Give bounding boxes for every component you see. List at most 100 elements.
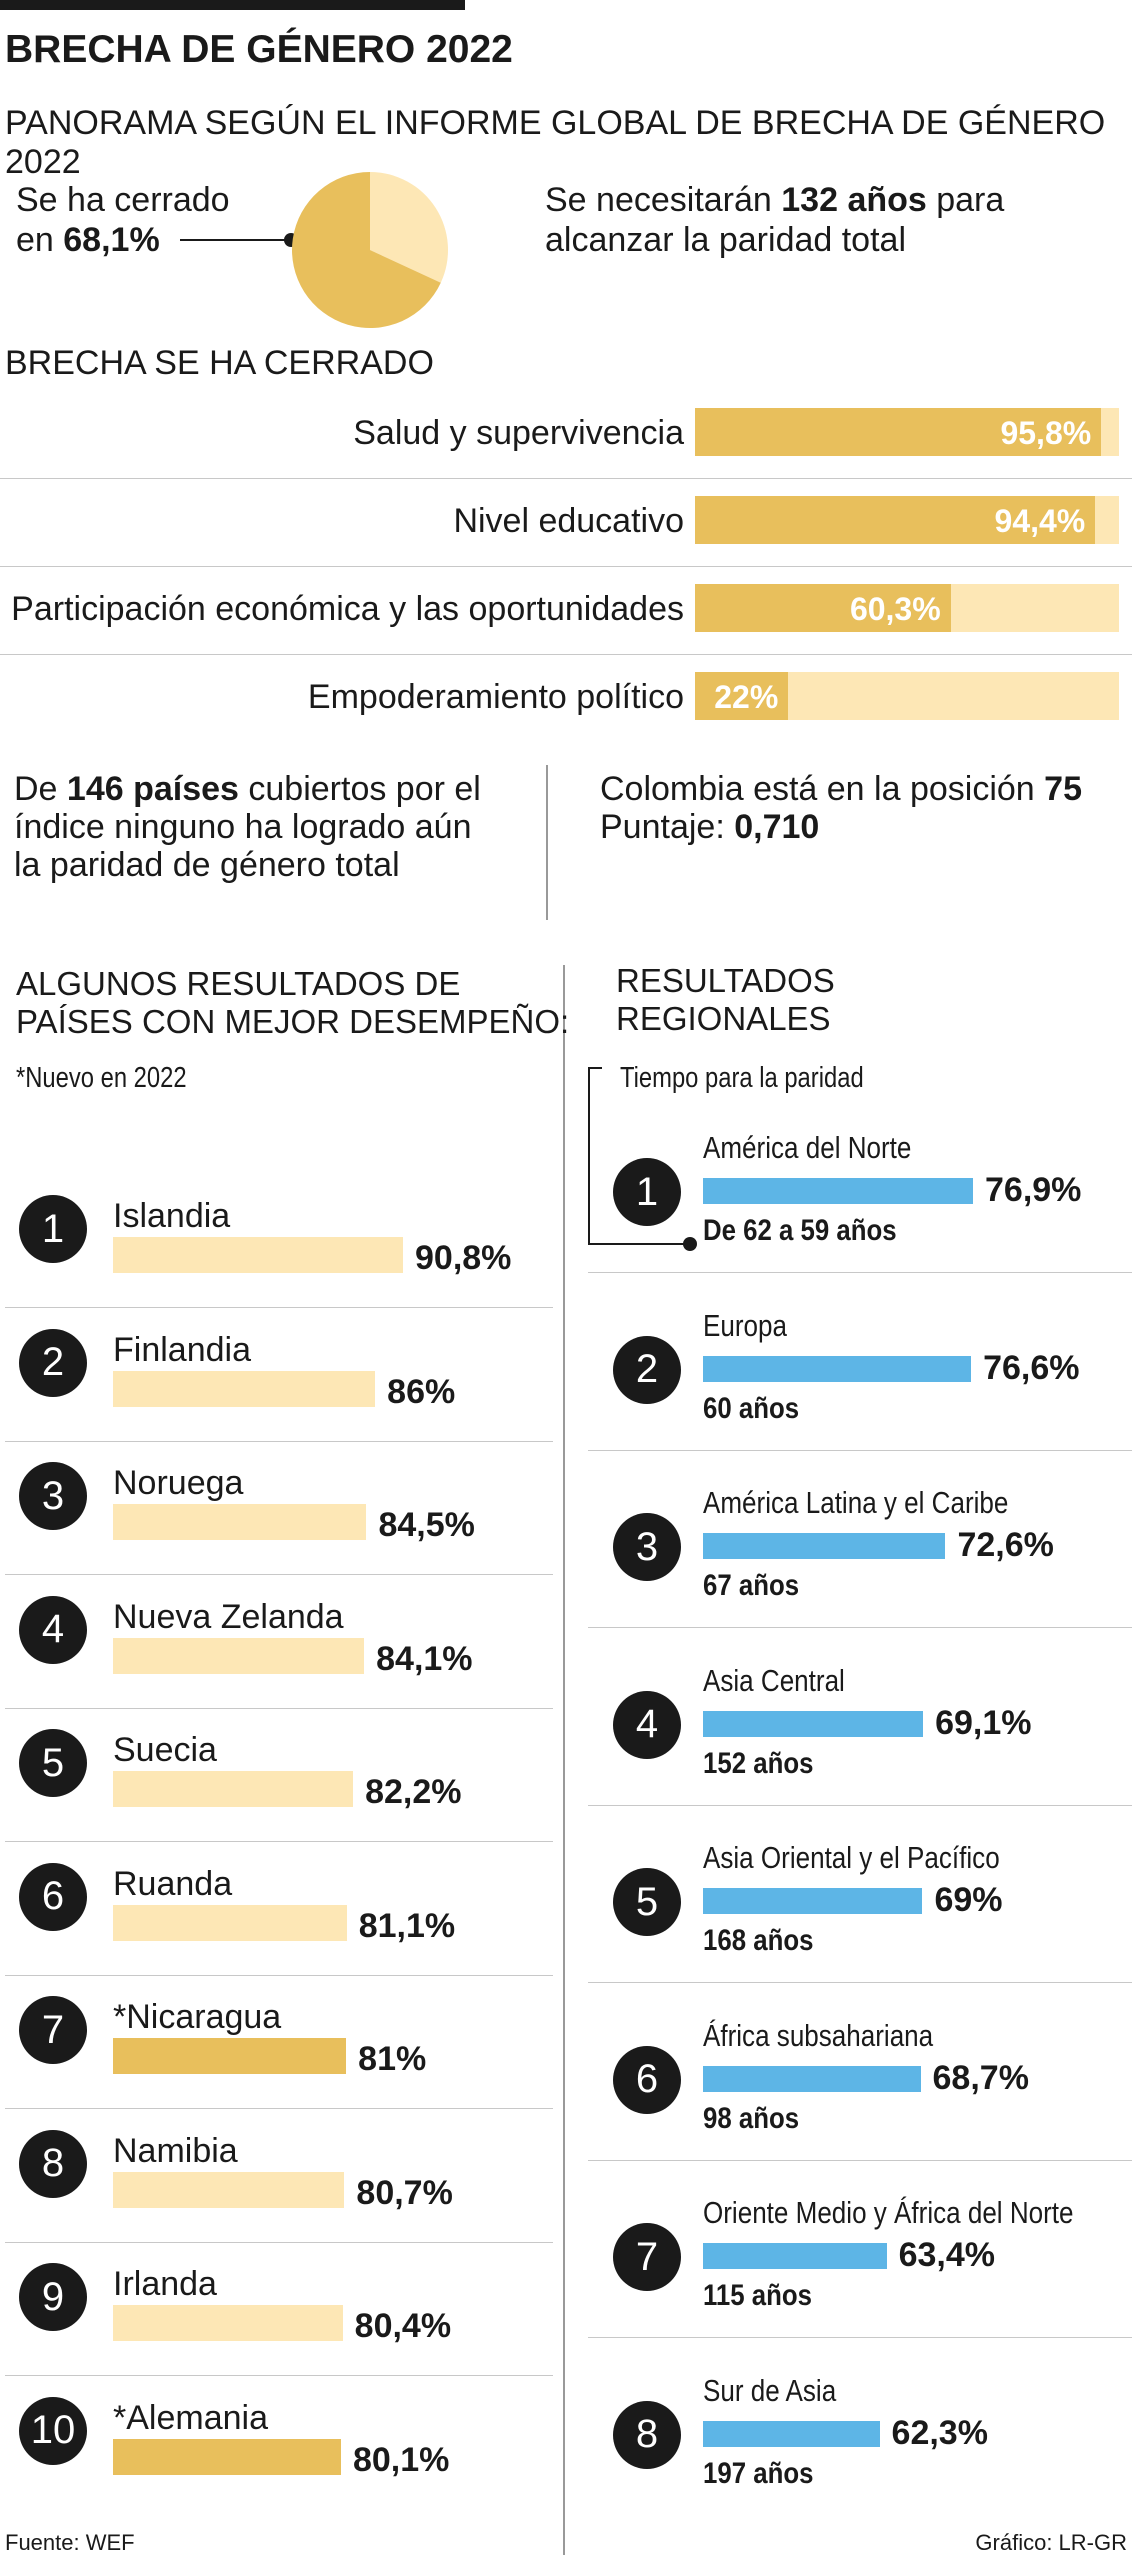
colombia-rank: 75 [1044,770,1082,808]
rank-badge: 6 [613,2045,681,2114]
parity-summary: Se necesitarán 132 años para alcanzar la… [545,180,1004,260]
score-value: 0,710 [734,808,820,846]
region-separator [588,1804,1132,1806]
country-name: Irlanda [113,2265,217,2303]
region-separator [588,1272,1132,1273]
country-value: 80,1% [352,2440,450,2479]
region-name: Europa [703,1307,787,1343]
region-value: 72,6% [957,1526,1054,1564]
closed-line1: Se ha cerrado [16,181,230,219]
region-bar [703,1710,924,1737]
country-bar [113,2171,345,2208]
country-bar [113,1237,403,1273]
rank-badge: 9 [19,2263,87,2331]
country-separator [5,1841,553,1842]
country-separator [5,1974,553,1976]
country-separator [5,1574,553,1575]
dimension-separator [0,566,1132,567]
country-value: 86% [387,1372,456,1411]
rank-badge: 8 [613,2400,681,2469]
regions-title: RESULTADOS REGIONALES [616,962,835,1038]
country-bar [113,1504,367,1540]
country-value: 81% [358,2040,427,2078]
region-years: 60 años [703,1391,800,1425]
region-years: 98 años [703,2101,800,2135]
country-name: *Nicaragua [113,1998,282,2036]
rank-badge: 7 [19,1996,87,2064]
parity-bracket-top [588,1067,602,1069]
pie-leader-line [180,239,290,241]
region-years: 67 años [703,1569,800,1602]
rank-badge: 5 [613,1868,681,1936]
region-bar [703,1888,923,1914]
rank-badge: 7 [613,2223,681,2291]
colombia-score: Puntaje: 0,710 [600,808,1082,846]
country-name: Nueva Zelanda [113,1597,344,1636]
country-name: Ruanda [113,1864,233,1903]
countries-title-line1: ALGUNOS RESULTADOS DE [16,965,461,1002]
region-value: 69% [934,1881,1003,1919]
pie-slice-open [370,172,448,283]
country-bar [113,2438,341,2475]
dimension-value: 22% [714,679,779,715]
region-name: Asia Oriental y el Pacífico [703,1840,1000,1875]
colombia-position: Colombia está en la posición 75 [600,770,1082,808]
top-rule [0,0,465,10]
countries-title-line2: PAÍSES CON MEJOR DESEMPEÑO: [16,1003,570,1040]
region-years: De 62 a 59 años [703,1214,897,1247]
rank-badge: 8 [19,2129,87,2198]
region-name: América Latina y el Caribe [703,1485,1009,1520]
rank-badge: 4 [613,1690,681,1759]
dimension-bar [695,496,1096,544]
country-name: Finlandia [113,1330,251,1369]
graphic-credit: Gráfico: LR-GR [975,2530,1127,2555]
countries-note-line2: índice ninguno ha logrado aún [14,808,472,846]
dimension-value: 94,4% [994,503,1086,539]
region-value: 62,3% [891,2413,988,2452]
countries-title: ALGUNOS RESULTADOS DE PAÍSES CON MEJOR D… [16,965,569,1041]
country-value: 84,5% [378,1506,475,1544]
country-value: 84,1% [376,1639,473,1678]
country-name: Noruega [113,1464,244,1502]
rank-badge: 4 [19,1595,87,1664]
source-note: Fuente: WEF [5,2530,135,2555]
parity-time-note: Tiempo para la paridad [620,1062,864,1094]
countries-note-line1: De 146 países cubiertos por el [14,770,481,808]
region-years: 197 años [703,2456,814,2490]
region-bar [703,2243,887,2269]
country-separator [5,2241,553,2243]
dimension-label: Nivel educativo [453,502,684,540]
countries-note: De 146 países cubiertos por el índice ni… [14,770,481,884]
country-value: 81,1% [358,1906,456,1945]
region-years: 168 años [703,1924,814,1957]
country-separator [5,2375,553,2376]
need-suffix: para [926,181,1005,219]
region-value: 76,6% [983,1348,1080,1387]
columns-divider [563,965,565,2555]
dimension-separator [0,478,1132,479]
notes-divider [546,765,548,920]
page-title: BRECHA DE GÉNERO 2022 [5,28,513,71]
rank-badge: 6 [19,1862,87,1931]
rank-badge: 1 [19,1195,87,1263]
pie-slice-closed [292,172,441,328]
region-name: África subsahariana [703,2017,934,2053]
rank-badge: 10 [19,2396,87,2465]
country-value: 80,7% [356,2173,453,2212]
dimension-value: 60,3% [849,591,941,627]
parity-bracket-bottom [588,1243,688,1245]
region-bar [703,1355,972,1382]
region-value: 68,7% [932,2058,1029,2097]
region-separator [588,2159,1132,2161]
region-separator [588,1627,1132,1628]
parity-bracket-dot [683,1237,697,1251]
rank-badge: 5 [19,1729,87,1797]
country-name: *Alemania [113,2398,268,2437]
country-bar [113,2038,347,2074]
region-value: 63,4% [898,2236,995,2274]
parity-bracket-vertical [588,1067,590,1245]
country-name: Islandia [113,1197,231,1235]
dimension-value: 95,8% [1000,415,1092,451]
rank-badge: 2 [19,1328,87,1397]
country-bar [113,1771,354,1807]
